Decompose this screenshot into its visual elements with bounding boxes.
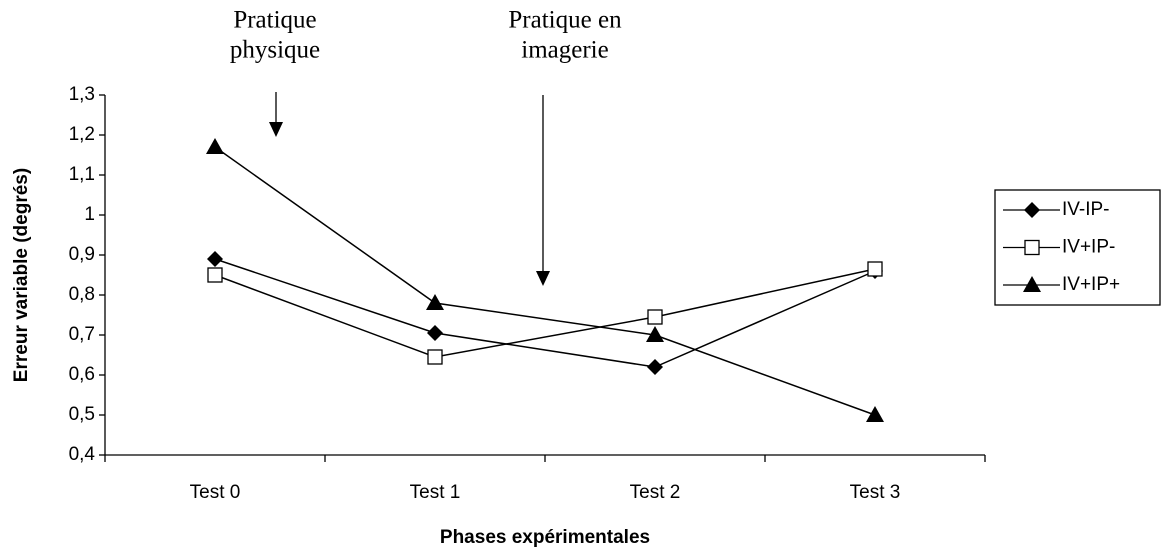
y-tick-label: 0,4 [69, 444, 96, 465]
y-tick-label: 0,5 [69, 404, 95, 425]
x-tick-label: Test 1 [410, 482, 461, 503]
marker [866, 406, 884, 422]
y-tick-label: 1 [84, 204, 95, 225]
legend-label: IV+IP+ [1062, 274, 1120, 295]
legend-label: IV-IP- [1062, 199, 1110, 220]
marker [647, 309, 663, 325]
annotation: imagerie [521, 37, 608, 64]
y-tick-label: 0,9 [69, 244, 95, 265]
marker [647, 359, 663, 375]
marker [426, 294, 444, 310]
annotation: physique [230, 37, 320, 64]
marker [646, 326, 664, 342]
marker [207, 267, 223, 283]
marker [1024, 202, 1040, 218]
y-tick-label: 0,8 [69, 284, 95, 305]
x-axis-label: Phases expérimentales [440, 527, 650, 548]
marker [427, 325, 443, 341]
series-line [214, 268, 876, 358]
y-tick-label: 1,1 [69, 164, 95, 185]
marker [427, 349, 443, 365]
marker [1023, 276, 1041, 292]
y-tick-label: 1,2 [69, 124, 95, 145]
x-tick-label: Test 0 [190, 482, 241, 503]
marker [206, 138, 224, 154]
series-line [214, 258, 876, 368]
y-tick-label: 0,7 [69, 324, 95, 345]
x-tick-label: Test 3 [850, 482, 901, 503]
x-tick-label: Test 2 [630, 482, 681, 503]
arrow-head [536, 271, 550, 286]
marker [1024, 239, 1040, 256]
y-tick-label: 1,3 [69, 84, 95, 105]
annotation: Pratique [233, 7, 316, 34]
annotation: Pratique en [508, 7, 622, 34]
series-line [214, 146, 876, 416]
y-tick-label: 0,6 [69, 364, 95, 385]
y-axis-label: Erreur variable (degrés) [11, 168, 32, 382]
legend-label: IV+IP- [1062, 237, 1115, 258]
marker [207, 251, 223, 267]
marker [867, 261, 883, 277]
arrow-head [269, 122, 283, 137]
